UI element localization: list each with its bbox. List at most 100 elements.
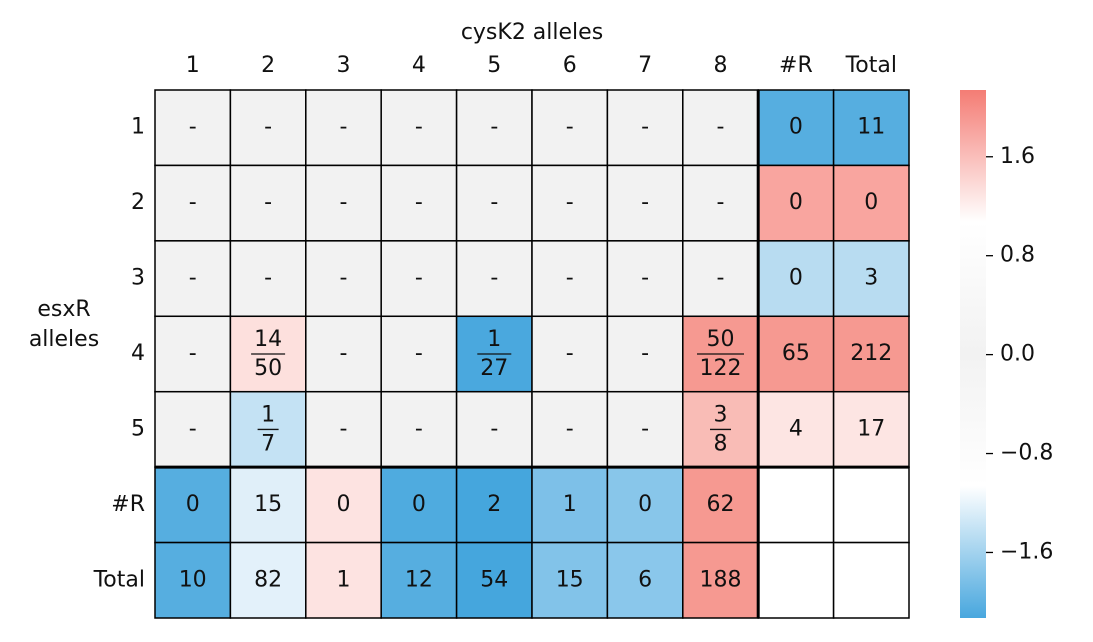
cell [455, 466, 533, 544]
cell-label: 0 [789, 115, 803, 140]
cell [455, 541, 533, 619]
cell-label: - [566, 115, 574, 140]
cell-label: - [264, 115, 272, 140]
cell [229, 541, 307, 619]
colorbar-tick-label: 0.8 [1000, 243, 1035, 268]
cell [606, 164, 684, 242]
cell-label: 65 [782, 341, 810, 366]
row-label: 4 [131, 341, 145, 366]
cell-label: - [415, 190, 423, 215]
row-label: 5 [131, 416, 145, 441]
cell [832, 466, 910, 544]
colorbar-tick-label: −1.6 [1000, 539, 1053, 564]
colorbar-tick-label: 0.0 [1000, 342, 1035, 367]
cell [305, 89, 382, 167]
row-label: 1 [131, 115, 145, 140]
cell-denominator: 27 [480, 356, 508, 381]
cell-label: 0 [638, 492, 652, 517]
cell-denominator: 8 [714, 431, 728, 456]
cell-label: 188 [700, 567, 742, 592]
cell-label: - [641, 190, 649, 215]
cell-numerator: 1 [261, 402, 275, 427]
cell-label: 54 [480, 567, 508, 592]
cell-label: - [415, 266, 423, 291]
cell-label: 0 [337, 492, 351, 517]
cell-label: 3 [864, 266, 878, 291]
cell-label: - [340, 115, 348, 140]
column-label: 4 [412, 53, 426, 78]
cell [757, 466, 835, 544]
cell [380, 164, 458, 242]
cell-label: 62 [707, 492, 735, 517]
cell-label: - [641, 416, 649, 441]
cell [757, 541, 835, 619]
cell [606, 390, 684, 468]
row-label: Total [93, 567, 145, 592]
cell-label: - [566, 266, 574, 291]
cell-label: - [264, 266, 272, 291]
cell-label: - [641, 266, 649, 291]
cell [682, 89, 759, 167]
cell [832, 315, 910, 393]
cell-label: 0 [186, 492, 200, 517]
cell-label: 0 [864, 190, 878, 215]
cell-label: 0 [789, 190, 803, 215]
cell-label: - [340, 416, 348, 441]
cell-numerator: 50 [707, 327, 735, 352]
cell-label: - [415, 341, 423, 366]
cell [531, 164, 609, 242]
cell-label: 4 [789, 416, 803, 441]
cell [154, 89, 232, 167]
cell-label: - [189, 266, 197, 291]
column-label: 5 [487, 53, 501, 78]
cell-label: - [717, 266, 725, 291]
cell [229, 89, 307, 167]
cell-label: 11 [857, 115, 885, 140]
cell-label: - [717, 190, 725, 215]
cell-label: - [264, 190, 272, 215]
column-label: 3 [337, 53, 351, 78]
row-label: 2 [131, 190, 145, 215]
y-axis-label: alleles [29, 327, 99, 352]
cell [757, 390, 835, 468]
cell-numerator: 14 [254, 327, 282, 352]
cell-label: 1 [563, 492, 577, 517]
cell [531, 89, 609, 167]
cell [229, 240, 307, 318]
cell-label: 212 [850, 341, 892, 366]
cell-denominator: 7 [261, 431, 275, 456]
chart-title: cysK2 alleles [461, 20, 603, 45]
cell-label: 17 [857, 416, 885, 441]
cell [154, 240, 232, 318]
colorbar-tick-label: −0.8 [1000, 441, 1053, 466]
cell-label: 0 [789, 266, 803, 291]
cell-label: - [717, 115, 725, 140]
row-label: #R [111, 492, 145, 517]
cell-label: - [340, 341, 348, 366]
column-label: 1 [186, 53, 200, 78]
cell [380, 466, 458, 544]
cell [531, 315, 609, 393]
column-label: 6 [563, 53, 577, 78]
cell [832, 164, 910, 242]
cell [380, 315, 458, 393]
cell [154, 390, 232, 468]
cell-numerator: 3 [714, 402, 728, 427]
column-label: Total [845, 53, 897, 78]
cell-label: - [340, 266, 348, 291]
cell-label: - [566, 341, 574, 366]
cell [154, 315, 232, 393]
column-label: 7 [638, 53, 652, 78]
cell-label: - [189, 190, 197, 215]
cell-denominator: 50 [254, 356, 282, 381]
y-axis-label: esxR [37, 297, 90, 322]
cell [682, 541, 759, 619]
cell-label: 15 [254, 492, 282, 517]
cell-numerator: 1 [487, 327, 501, 352]
cell-label: - [490, 266, 498, 291]
cell-label: - [490, 115, 498, 140]
cell-label: - [340, 190, 348, 215]
cell [305, 315, 382, 393]
cell-label: 10 [179, 567, 207, 592]
